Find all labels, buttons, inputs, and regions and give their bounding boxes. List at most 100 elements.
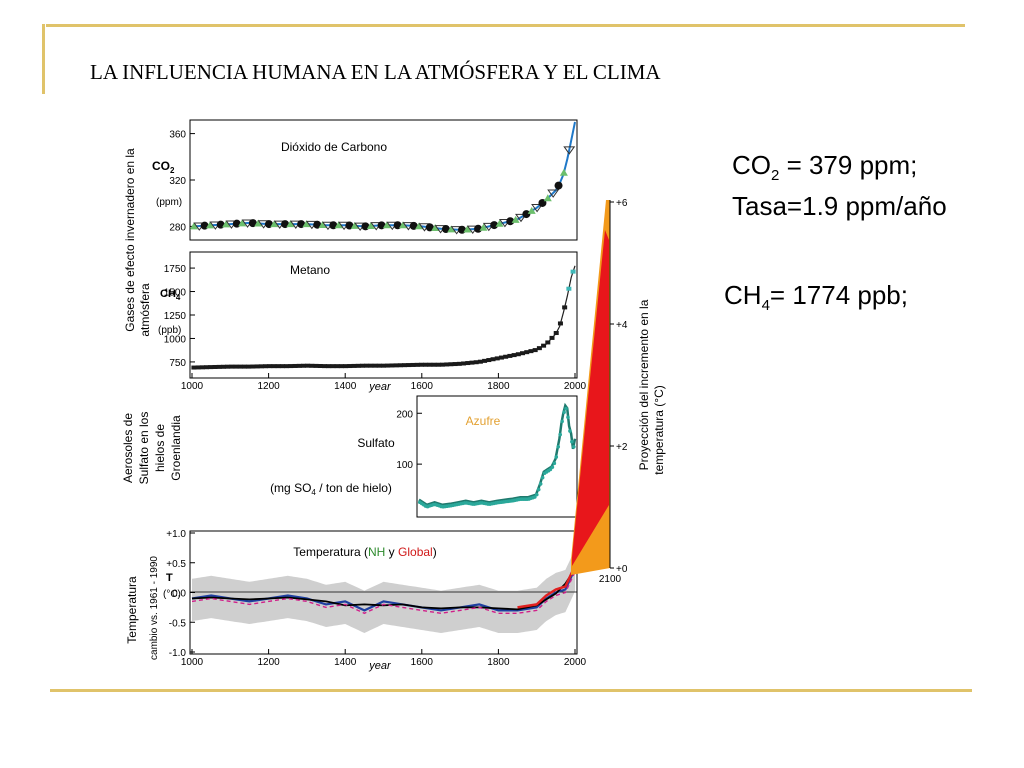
ch4-ytick-label: 1500 xyxy=(164,288,187,299)
sulfate-unit: (mg SO4 / ton de hielo) xyxy=(270,481,392,497)
ch4-point xyxy=(246,364,252,369)
co2-ylabel: CO2 xyxy=(152,159,175,175)
co2-point xyxy=(302,220,311,228)
ch4-point xyxy=(557,321,563,326)
sulfate-panel: Azufre Sulfato (mg SO4 / ton de hielo) 2… xyxy=(270,395,578,518)
sulfate-series-line xyxy=(418,402,577,507)
sulfate-point xyxy=(554,455,559,459)
ch4-point xyxy=(368,363,374,368)
ch4-point xyxy=(199,365,205,370)
ch4-point xyxy=(444,362,450,367)
ch4-post: = 1774 ppb; xyxy=(769,280,908,310)
ch4-point xyxy=(482,358,488,363)
proj-label-1: Proyección del incremento en la xyxy=(637,299,651,470)
sulfate-point xyxy=(570,439,574,444)
co2-ytick-label: 360 xyxy=(169,130,186,141)
co2-point xyxy=(248,219,257,228)
ch4-point xyxy=(338,364,344,369)
co2-point xyxy=(441,225,450,234)
ch4-point xyxy=(212,364,218,369)
co2-point xyxy=(189,222,198,230)
bottom-rule xyxy=(50,689,972,692)
ch4-point xyxy=(549,335,555,340)
ch4-point xyxy=(498,355,504,360)
co2-point xyxy=(200,221,209,230)
ch4-point xyxy=(233,364,239,369)
sulfate-series-label: Sulfato xyxy=(357,436,395,450)
projection-ytick-label: +0 xyxy=(616,564,628,575)
sulfate-point xyxy=(572,445,576,449)
ch4-point xyxy=(225,364,231,369)
co2-yunit: (ppm) xyxy=(156,197,182,208)
ch4-point xyxy=(271,364,277,369)
temp-ylabel: T xyxy=(166,572,173,584)
co2-point xyxy=(270,220,279,228)
ch4-point xyxy=(372,363,378,368)
sulfate-point xyxy=(558,432,562,437)
projection-panel: 2100 +6 +4 +2 +0 xyxy=(571,198,628,585)
ch4-point xyxy=(402,363,408,368)
co2-point xyxy=(318,221,327,229)
gases-label-2: atmósfera xyxy=(138,283,152,337)
ch4-yunit: (ppb) xyxy=(158,325,181,336)
ch4-point xyxy=(313,363,319,368)
ch4-point xyxy=(334,364,340,369)
temp-ytick-label: -0.5 xyxy=(169,618,187,629)
sulfate-unit-sub: 4 xyxy=(311,488,316,497)
ch4-point xyxy=(208,365,214,370)
ch4-point xyxy=(418,362,424,367)
ch4-point xyxy=(507,353,513,358)
aerosol-label-1: Aerosoles de xyxy=(121,413,135,483)
left-rule xyxy=(42,24,45,94)
ch4-point xyxy=(570,269,576,274)
co2-point xyxy=(495,219,504,227)
temp-title-post: ) xyxy=(433,545,437,559)
ch4-point xyxy=(195,365,201,370)
co2-point xyxy=(554,181,563,190)
ch4-point xyxy=(541,343,547,348)
sulfate-point xyxy=(536,487,541,492)
co2-point xyxy=(334,221,343,229)
co2-panel: Dióxido de Carbono CO2 (ppm) 360 320 280 xyxy=(152,119,578,241)
co2-point xyxy=(366,222,375,230)
ch4-point xyxy=(494,356,500,361)
projection-ytick-label: +2 xyxy=(616,442,628,453)
co2-point xyxy=(361,222,370,231)
ch4-xtick-label: 1200 xyxy=(257,381,280,392)
sulfate-point xyxy=(566,415,570,420)
projection-fan-inner xyxy=(572,230,609,566)
projection-ytick-label: +6 xyxy=(616,198,628,209)
ch4-point xyxy=(566,286,572,291)
ch4-point xyxy=(292,363,298,368)
temp-xtick-label: 1000 xyxy=(181,657,204,668)
ch4-point xyxy=(317,364,323,369)
ch4-point xyxy=(448,362,454,367)
co2-point xyxy=(463,225,472,233)
temp-title-pre: Temperatura ( xyxy=(293,545,368,559)
projection-ytick-label: +4 xyxy=(616,320,628,331)
ch4-point xyxy=(406,363,412,368)
ch4-point xyxy=(410,362,416,367)
ch4-point xyxy=(351,363,357,368)
ch4-point xyxy=(254,364,260,369)
co2-point xyxy=(522,210,531,219)
ch4-point xyxy=(536,346,542,351)
ch4-ytick-label: 750 xyxy=(169,358,186,369)
ch4-xtick-label: 2000 xyxy=(564,381,587,392)
co2-point xyxy=(490,221,499,230)
ch4-point xyxy=(385,363,391,368)
ch4-point xyxy=(216,364,222,369)
gases-label-1: Gases de efecto invernadero en la xyxy=(123,148,137,332)
ch4-point xyxy=(427,362,433,367)
ch4-point xyxy=(393,363,399,368)
ch4-point xyxy=(439,362,445,367)
ch4-xlabel: year xyxy=(368,381,392,393)
temp-label-1: Temperatura xyxy=(125,576,139,644)
co2-point xyxy=(531,204,544,213)
co2-stat: CO2 = 379 ppm; Tasa=1.9 ppm/año xyxy=(732,150,947,222)
co2-point xyxy=(559,168,568,176)
co2-point xyxy=(563,146,576,155)
co2-sub: 2 xyxy=(771,167,780,185)
ch4-point xyxy=(300,363,306,368)
aerosol-label-2: Sulfato en los xyxy=(137,412,151,485)
